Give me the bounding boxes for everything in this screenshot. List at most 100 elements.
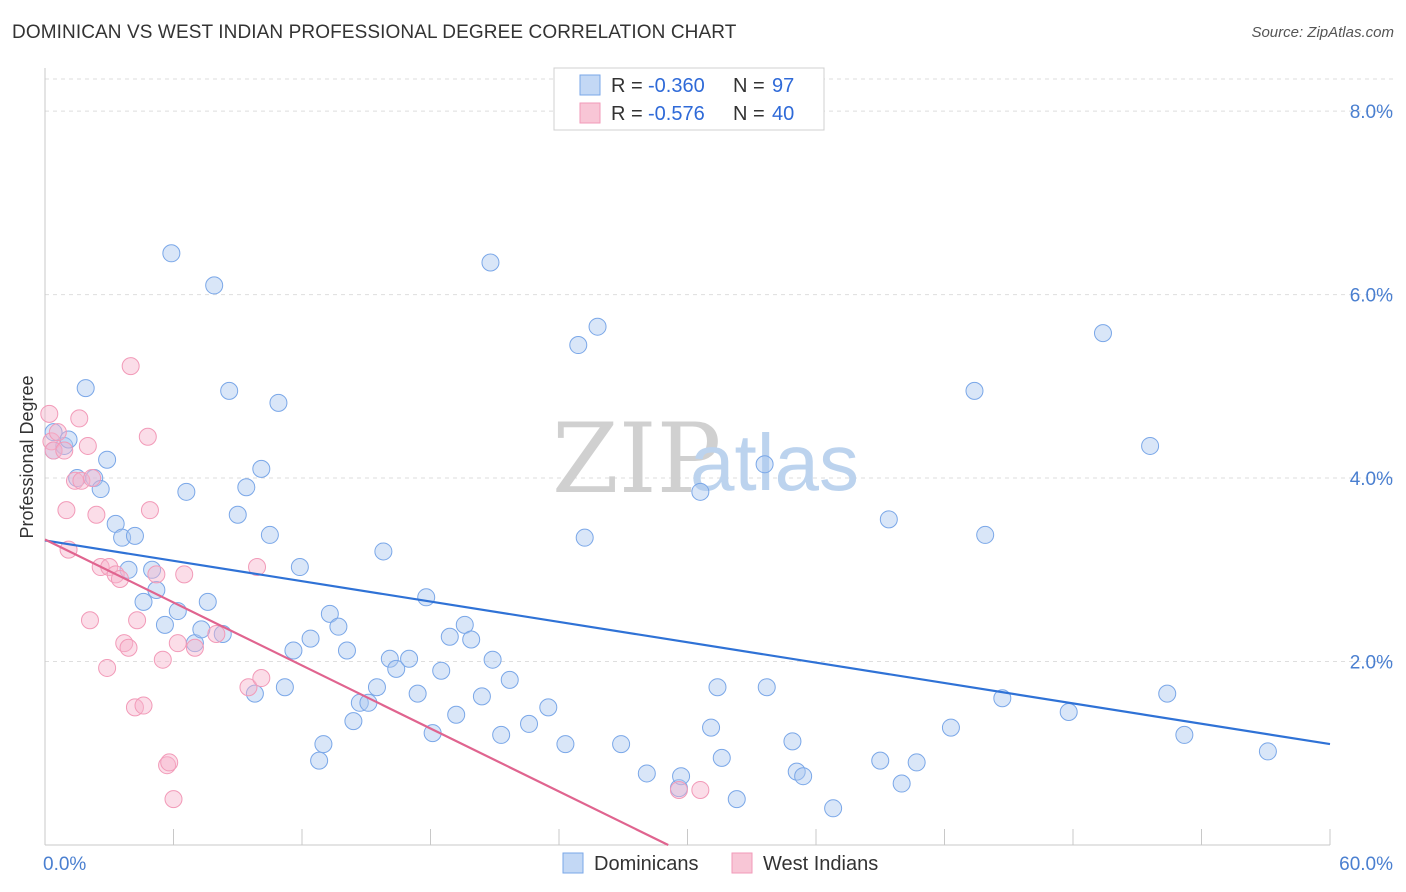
dominican-point (237, 478, 256, 497)
west-indian-point (140, 501, 159, 520)
dominican-point (824, 799, 843, 818)
dominican-swatch (579, 74, 601, 96)
dominican-point (228, 505, 247, 524)
dominican-point (192, 620, 211, 639)
dominican-point (481, 253, 500, 272)
dominican-point (472, 687, 491, 706)
west-indian-point (70, 409, 89, 428)
dominican-point (783, 732, 802, 751)
dominican-point (702, 718, 721, 737)
dominican-point (245, 684, 264, 703)
west-indian-point (691, 780, 710, 799)
x-tick-label: 60.0% (1339, 854, 1393, 875)
dominican-point (205, 276, 224, 295)
dominican-point (98, 450, 117, 469)
dominican-point (871, 751, 890, 770)
dominican-r-label: R = (611, 75, 643, 97)
gridlines (45, 78, 1393, 663)
dominican-point (76, 379, 95, 398)
source-label: Source: ZipAtlas.com (1251, 24, 1394, 41)
west-indian-point (65, 471, 84, 490)
dominican-point (284, 641, 303, 660)
west-indian-point (138, 427, 157, 446)
dominican-point (290, 558, 309, 577)
dominican-point (907, 753, 926, 772)
west-indian-r-label: R = (611, 103, 643, 125)
dominican-point (727, 790, 746, 809)
dominican-point (408, 684, 427, 703)
west-indian-point (57, 501, 76, 520)
west-indian-point (119, 638, 138, 657)
dominican-point (1059, 702, 1078, 721)
dominican-point (269, 393, 288, 412)
dominican-point (417, 588, 436, 607)
legend-west-indians-swatch (731, 852, 753, 874)
dominican-point (344, 712, 363, 731)
west-indian-point (48, 423, 67, 442)
dominican-point (329, 617, 348, 636)
dominican-point (220, 381, 239, 400)
dominican-point (380, 649, 399, 668)
dominican-point (492, 725, 511, 744)
dominican-r-value: -0.360 (648, 75, 705, 97)
dominican-point (374, 542, 393, 561)
trend-lines (44, 538, 1331, 846)
dominican-point (125, 526, 144, 545)
west-indian-point (158, 756, 177, 775)
west-indian-point (121, 357, 140, 376)
dominican-point (162, 244, 181, 263)
axes (44, 68, 1331, 846)
west-indian-n-label: N = (733, 103, 765, 125)
dominican-point (672, 767, 691, 786)
dominican-point (320, 604, 339, 623)
dominican-point (387, 659, 406, 678)
west-indian-point (98, 658, 117, 677)
dominican-point (275, 678, 294, 697)
dominican-points (44, 244, 1277, 818)
dominican-point (337, 641, 356, 660)
dominican-point (440, 627, 459, 646)
dominican-point (447, 705, 466, 724)
stats-legend: R = -0.360 N = 97 R = -0.576 N = 40 (553, 67, 825, 131)
dominican-point (1175, 725, 1194, 744)
legend-dominicans-label: Dominicans (594, 853, 698, 875)
dominican-point (588, 317, 607, 336)
dominican-point (879, 510, 898, 529)
west-indian-point (44, 441, 63, 460)
dominican-point (432, 661, 451, 680)
west-indian-point (87, 505, 106, 524)
dominican-point (400, 649, 419, 668)
west-indian-point (168, 634, 187, 653)
west-indian-point (239, 678, 258, 697)
dominican-point (612, 735, 631, 754)
chart-title: DOMINICAN VS WEST INDIAN PROFESSIONAL DE… (12, 22, 737, 43)
west-indian-point (128, 611, 147, 630)
west-indian-swatch (579, 102, 601, 124)
dominican-point (310, 751, 329, 770)
legend-dominicans-swatch (562, 852, 584, 874)
dominican-point (462, 630, 481, 649)
dominican-point (965, 381, 984, 400)
dominican-point (787, 762, 806, 781)
x-tick-label: 0.0% (43, 854, 86, 875)
dominican-point (556, 735, 575, 754)
dominican-point (993, 689, 1012, 708)
west-indian-points (40, 357, 710, 809)
y-axis-title: Professional Degree (17, 375, 37, 538)
dominican-point (569, 336, 588, 355)
series-legend: Dominicans West Indians (562, 852, 878, 875)
dominican-point (575, 528, 594, 547)
west-indian-point (55, 441, 74, 460)
dominican-point (155, 615, 174, 634)
dominican-point (708, 678, 727, 697)
west-indian-point (252, 669, 271, 688)
dominican-point (691, 482, 710, 501)
dominican-point (1158, 684, 1177, 703)
west-indian-point (40, 404, 59, 423)
dominican-n-value: 97 (772, 75, 794, 97)
west-indian-point (669, 780, 688, 799)
west-indian-r-value: -0.576 (648, 103, 705, 125)
watermark-atlas: atlas (690, 418, 859, 507)
dominican-point (1093, 324, 1112, 343)
